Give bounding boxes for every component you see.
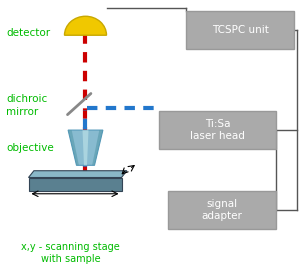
Polygon shape <box>82 130 88 165</box>
Text: objective: objective <box>6 143 54 153</box>
Polygon shape <box>68 130 103 165</box>
Text: TCSPC unit: TCSPC unit <box>212 25 268 35</box>
Text: signal
adapter: signal adapter <box>202 199 242 221</box>
Wedge shape <box>64 16 106 35</box>
Polygon shape <box>28 171 127 178</box>
Polygon shape <box>28 178 122 191</box>
Polygon shape <box>68 130 79 165</box>
Polygon shape <box>92 130 103 165</box>
FancyBboxPatch shape <box>159 111 276 149</box>
FancyBboxPatch shape <box>168 191 276 229</box>
Text: dichroic
mirror: dichroic mirror <box>6 95 47 117</box>
Text: x,y - scanning stage
with sample: x,y - scanning stage with sample <box>21 242 120 264</box>
FancyBboxPatch shape <box>186 11 294 49</box>
Text: detector: detector <box>6 28 50 37</box>
Text: Ti:Sa
laser head: Ti:Sa laser head <box>190 119 245 141</box>
